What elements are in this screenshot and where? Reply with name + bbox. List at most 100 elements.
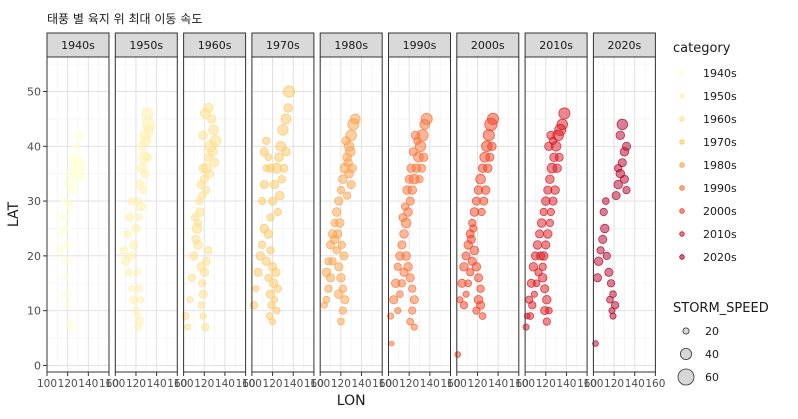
data-point xyxy=(545,306,553,315)
data-point xyxy=(554,152,564,162)
panel-border xyxy=(183,56,247,373)
data-point xyxy=(208,124,219,136)
data-point xyxy=(263,229,274,239)
x-tick-label: 160 xyxy=(372,378,392,390)
facet-label: 2020s xyxy=(608,39,642,52)
data-point xyxy=(602,251,611,260)
data-point xyxy=(600,223,610,234)
data-point xyxy=(614,164,623,173)
data-point xyxy=(542,295,552,305)
data-point xyxy=(473,273,483,283)
facet-strip xyxy=(319,32,383,58)
data-point xyxy=(528,262,539,272)
data-point xyxy=(342,191,352,200)
legend-label: 2000s xyxy=(703,205,737,218)
data-point xyxy=(593,256,604,267)
y-tick-label: 40 xyxy=(27,140,41,153)
data-point xyxy=(253,267,263,277)
facet-strip xyxy=(46,32,110,58)
x-tick-label: 100 xyxy=(174,378,194,390)
data-point xyxy=(334,196,344,206)
data-point xyxy=(63,240,73,250)
legend-label: 1960s xyxy=(703,113,737,126)
data-point xyxy=(283,103,293,113)
data-point xyxy=(469,207,480,217)
x-tick-label: 120 xyxy=(58,378,78,390)
data-point xyxy=(596,246,605,255)
size-legend-label: 60 xyxy=(705,371,719,384)
legend-color-key xyxy=(679,116,685,122)
data-point xyxy=(140,169,150,179)
data-point xyxy=(338,174,348,184)
x-tick-label: 100 xyxy=(447,378,467,390)
panel-border xyxy=(251,56,315,373)
data-point xyxy=(539,207,548,217)
data-point xyxy=(487,141,497,152)
data-point xyxy=(268,196,278,206)
data-point xyxy=(134,323,142,331)
data-point xyxy=(198,289,208,299)
data-point xyxy=(347,163,357,173)
legend-label: 1990s xyxy=(703,182,737,195)
x-tick-label: 160 xyxy=(236,378,256,390)
data-point xyxy=(131,223,141,233)
data-point xyxy=(461,251,471,261)
data-point xyxy=(199,267,210,278)
data-point xyxy=(464,279,473,288)
data-point xyxy=(207,146,218,158)
x-tick-label: 120 xyxy=(604,378,624,390)
data-point xyxy=(397,279,406,288)
data-point xyxy=(410,323,418,331)
data-point xyxy=(264,273,273,282)
data-point xyxy=(324,284,333,293)
data-point xyxy=(189,251,199,261)
data-point xyxy=(74,130,84,140)
data-point xyxy=(61,256,72,267)
data-point xyxy=(62,290,71,299)
data-point xyxy=(462,290,470,298)
data-point xyxy=(197,301,206,310)
data-point xyxy=(616,118,629,131)
legend-color-key xyxy=(679,185,685,191)
size-legend-key xyxy=(682,327,690,335)
data-point xyxy=(320,301,328,309)
data-point xyxy=(277,124,289,136)
facet-label: 1940s xyxy=(61,39,95,52)
data-point xyxy=(126,251,136,261)
data-point xyxy=(408,147,418,157)
data-point xyxy=(275,190,285,201)
x-tick-label: 140 xyxy=(625,378,645,390)
data-point xyxy=(190,213,200,222)
data-point xyxy=(394,307,402,315)
data-point xyxy=(615,130,626,141)
x-tick-label: 120 xyxy=(194,378,214,390)
legend-label: 2010s xyxy=(703,228,737,241)
data-point xyxy=(191,223,203,234)
data-point xyxy=(476,284,485,293)
data-point xyxy=(552,163,562,173)
data-point xyxy=(72,174,82,184)
x-tick-label: 100 xyxy=(242,378,262,390)
data-point xyxy=(139,129,152,142)
data-point xyxy=(137,141,147,152)
data-point xyxy=(466,268,475,277)
data-point xyxy=(408,306,417,315)
data-point xyxy=(273,207,282,217)
x-tick-label: 120 xyxy=(399,378,419,390)
x-tick-label: 120 xyxy=(536,378,556,390)
legend-color-key xyxy=(679,139,685,145)
data-point xyxy=(274,152,284,163)
data-point xyxy=(417,163,427,173)
data-point xyxy=(277,175,286,184)
facet-label: 1970s xyxy=(266,39,300,52)
data-point xyxy=(136,201,146,212)
data-point xyxy=(558,107,571,120)
data-point xyxy=(72,142,80,151)
data-point xyxy=(619,174,629,184)
data-point xyxy=(536,218,547,228)
data-point xyxy=(123,230,132,238)
data-point xyxy=(135,213,143,222)
data-point xyxy=(337,240,346,249)
size-legend-title: STORM_SPEED xyxy=(673,301,769,316)
